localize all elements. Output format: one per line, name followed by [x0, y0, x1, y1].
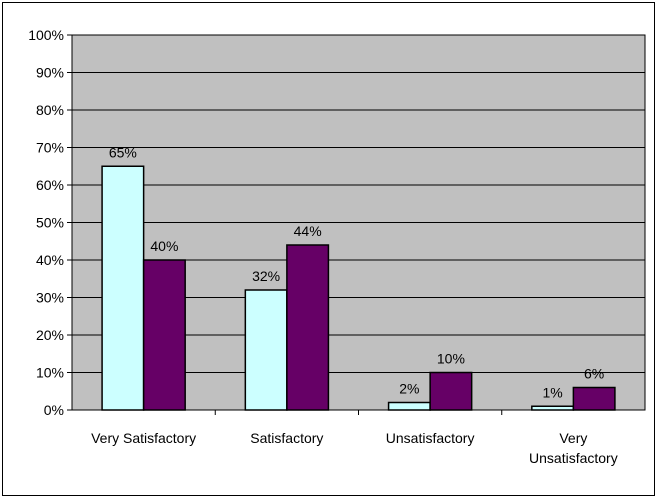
- chart-marks: [101, 165, 616, 411]
- data-label: 1%: [542, 384, 562, 400]
- bar: [244, 289, 288, 411]
- y-tick-label: 60%: [36, 177, 64, 193]
- data-label: 40%: [150, 238, 178, 254]
- x-tick-label: Satisfactory: [250, 430, 323, 446]
- chart-labels: 0% 10% 20% 30% 40% 50% 60% 70% 80% 90% 100% 65% 40% V…: [28, 27, 618, 466]
- bar: [429, 371, 473, 411]
- y-tick-label: 40%: [36, 252, 64, 268]
- bar: [531, 405, 575, 411]
- y-tick-label: 90%: [36, 65, 64, 81]
- y-tick-label: 70%: [36, 140, 64, 156]
- y-tick-label: 100%: [28, 27, 64, 43]
- data-label: 65%: [109, 144, 137, 160]
- bar: [572, 386, 616, 411]
- x-tick-label: Very Satisfactory: [91, 430, 196, 446]
- y-tick-label: 50%: [36, 215, 64, 231]
- data-label: 32%: [252, 268, 280, 284]
- bar: [101, 165, 145, 411]
- x-tick-label: Unsatisfactory: [529, 450, 618, 466]
- bar: [142, 259, 186, 411]
- bar: [387, 401, 431, 411]
- y-tick-label: 30%: [36, 290, 64, 306]
- data-label: 2%: [399, 381, 419, 397]
- bar: [286, 244, 330, 411]
- data-label: 6%: [584, 366, 604, 382]
- y-tick-label: 10%: [36, 365, 64, 381]
- y-tick-label: 0%: [44, 402, 64, 418]
- data-label: 44%: [294, 223, 322, 239]
- x-tick-label: Very: [559, 430, 587, 446]
- data-label: 10%: [437, 351, 465, 367]
- y-tick-label: 20%: [36, 327, 64, 343]
- x-tick-label: Unsatisfactory: [386, 430, 475, 446]
- y-tick-label: 80%: [36, 102, 64, 118]
